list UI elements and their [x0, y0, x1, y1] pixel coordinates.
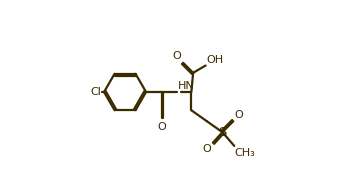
Text: CH₃: CH₃ — [235, 148, 255, 158]
Text: O: O — [235, 110, 244, 120]
Text: O: O — [173, 51, 181, 61]
Text: O: O — [203, 144, 211, 154]
Text: HN: HN — [178, 81, 194, 91]
Text: Cl: Cl — [90, 87, 101, 97]
Text: O: O — [157, 123, 166, 132]
Text: S: S — [218, 126, 226, 139]
Text: OH: OH — [206, 55, 224, 65]
